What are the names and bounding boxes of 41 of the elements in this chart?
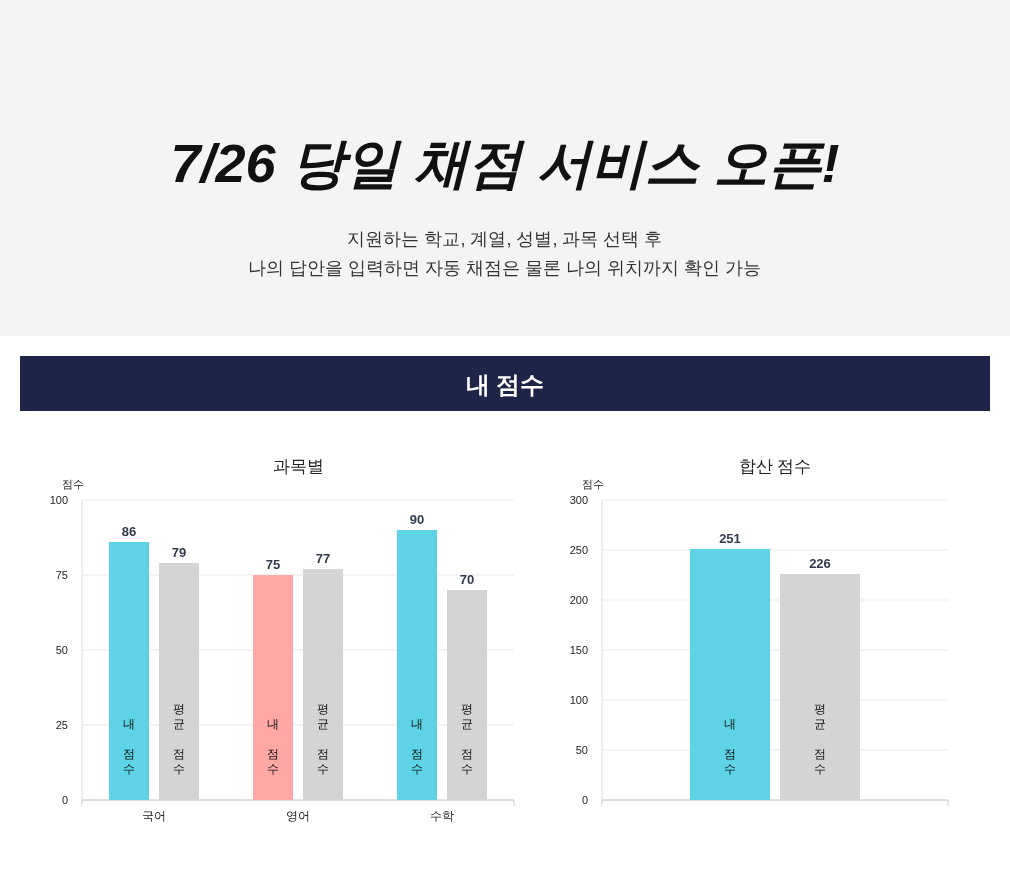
y-tick-label: 50	[575, 744, 588, 756]
y-tick-label: 150	[569, 644, 588, 656]
y-tick-label: 0	[581, 794, 588, 806]
text: 지원하는 학교, 계열, 성별, 과목 선택 후 나의 답안을 입력하면 자동 채점은 물론 나의 위치까지 확인 가능	[248, 229, 762, 278]
y-axis-title: 점수	[582, 478, 604, 490]
data-label: 70	[459, 572, 475, 587]
text: 내 점수	[267, 717, 279, 776]
y-tick-label: 75	[55, 569, 68, 581]
y-tick-label: 250	[569, 544, 588, 556]
y-axis-title: 점수	[62, 478, 84, 490]
text: 내 점수	[465, 371, 545, 398]
data-label: 77	[315, 551, 331, 566]
text: 평균 점수	[461, 702, 473, 776]
y-tick-label: 300	[569, 494, 588, 506]
x-tick-label: 수학	[430, 809, 454, 823]
y-tick-label: 100	[569, 694, 588, 706]
x-tick-label: 영어	[286, 809, 310, 823]
text: 평균 점수	[317, 702, 329, 776]
data-label: 251	[719, 531, 741, 546]
bar	[253, 575, 293, 800]
text: 내 점수	[724, 717, 736, 776]
y-tick-label: 100	[49, 494, 68, 506]
chart-title: 합산 점수	[738, 457, 812, 476]
y-tick-label: 25	[55, 719, 68, 731]
y-tick-label: 0	[61, 794, 68, 806]
bar	[397, 530, 437, 800]
data-label: 90	[409, 512, 425, 527]
data-label: 75	[265, 557, 281, 572]
chart-title: 과목별	[272, 457, 324, 476]
text: 내 점수	[411, 717, 423, 776]
bar	[109, 542, 149, 800]
data-label: 86	[121, 524, 137, 539]
data-label: 79	[171, 545, 187, 560]
y-tick-label: 200	[569, 594, 588, 606]
text: 평균 점수	[814, 702, 826, 776]
x-tick-label: 국어	[142, 809, 166, 823]
data-label: 226	[809, 556, 831, 571]
y-tick-label: 50	[55, 644, 68, 656]
text: 내 점수	[123, 717, 135, 776]
text: 7/26 당일 채점 서비스 오픈!	[170, 133, 840, 193]
text: 평균 점수	[173, 702, 185, 776]
